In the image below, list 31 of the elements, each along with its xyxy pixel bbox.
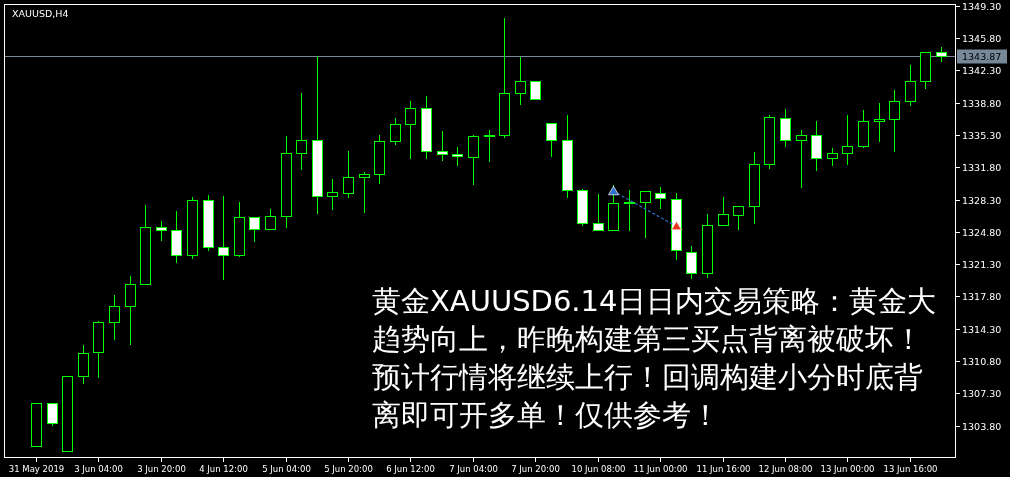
y-tick-label: 1335.30 <box>962 130 1002 141</box>
x-tick-label: 7 Jun 20:00 <box>511 464 560 474</box>
y-tick-label: 1331.80 <box>962 162 1002 173</box>
x-tick-label: 12 Jun 08:00 <box>758 464 813 474</box>
y-tick-label: 1324.80 <box>962 227 1002 238</box>
x-tick-label: 6 Jun 12:00 <box>386 464 435 474</box>
x-tick-label: 13 Jun 16:00 <box>883 464 938 474</box>
x-tick-label: 3 Jun 04:00 <box>74 464 123 474</box>
x-tick-label: 5 Jun 20:00 <box>324 464 373 474</box>
y-tick-label: 1307.30 <box>962 388 1002 399</box>
x-tick-label: 13 Jun 00:00 <box>820 464 875 474</box>
x-tick-label: 11 Jun 00:00 <box>633 464 688 474</box>
x-tick-label: 10 Jun 08:00 <box>571 464 626 474</box>
ref-line-label: 1343.87 <box>962 51 1002 62</box>
x-tick-label: 4 Jun 12:00 <box>199 464 248 474</box>
y-tick-label: 1338.80 <box>962 98 1002 109</box>
x-tick-label: 7 Jun 04:00 <box>449 464 498 474</box>
y-tick-label: 1345.80 <box>962 33 1002 44</box>
y-tick-label: 1317.80 <box>962 291 1002 302</box>
x-tick-label: 11 Jun 16:00 <box>696 464 751 474</box>
x-tick-label: 31 May 2019 <box>8 464 65 474</box>
y-tick-label: 1328.30 <box>962 195 1002 206</box>
y-tick-label: 1310.80 <box>962 356 1002 367</box>
y-tick-label: 1349.30 <box>962 1 1002 12</box>
y-tick-label: 1314.30 <box>962 324 1002 335</box>
y-tick-label: 1303.80 <box>962 421 1002 432</box>
y-tick-label: 1342.30 <box>962 65 1002 76</box>
x-tick-label: 3 Jun 20:00 <box>137 464 186 474</box>
x-tick-label: 5 Jun 04:00 <box>262 464 311 474</box>
title: XAUUSD,H4 <box>12 8 69 19</box>
y-tick-label: 1321.30 <box>962 259 1002 270</box>
